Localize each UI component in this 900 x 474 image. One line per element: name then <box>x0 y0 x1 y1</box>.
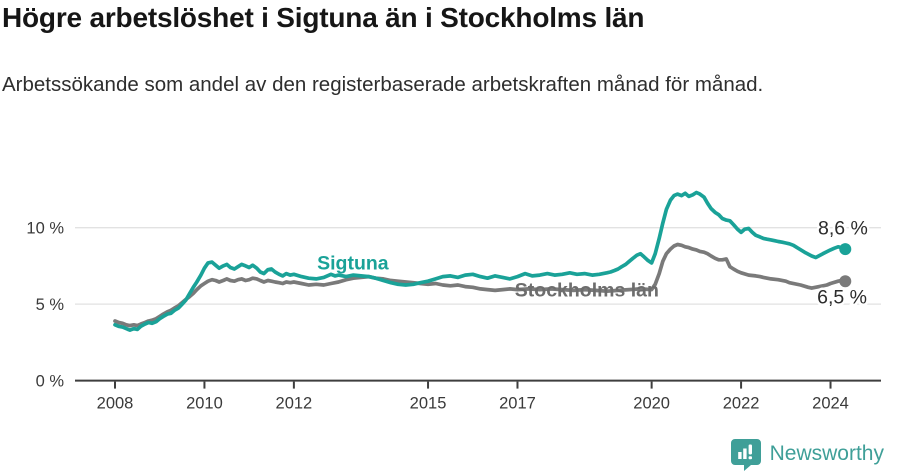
newsworthy-logo-text: Newsworthy <box>769 442 884 465</box>
bar-chart-speech-bubble-icon <box>730 439 761 471</box>
x-tick-label: 2008 <box>97 395 134 413</box>
x-tick-label: 2024 <box>812 395 849 413</box>
x-tick-label: 2012 <box>276 395 313 413</box>
series-line-stockholms-l-n <box>113 242 848 328</box>
y-tick-label: 10 % <box>26 220 64 238</box>
x-tick-label: 2022 <box>723 395 760 413</box>
x-tick-label: 2015 <box>410 395 447 413</box>
x-tick-label: 2017 <box>499 395 536 413</box>
series-end-dot-stockholms-l-n <box>839 275 852 288</box>
unemployment-line-chart: 0 % 5 % 10 % 2008 2010 2012 2015 2017 2020 2022 20… <box>26 190 881 413</box>
bar-2 <box>742 448 747 459</box>
exclamation-bar <box>748 444 752 455</box>
exclamation-dot <box>748 456 752 460</box>
bar-1 <box>737 452 742 459</box>
series-end-dot-sigtuna <box>839 243 852 256</box>
chart-title: Högre arbetslöshet i Sigtuna än i Stockh… <box>2 2 645 33</box>
chart-subtitle: Arbetssökande som andel av den registerb… <box>2 73 764 96</box>
end-value-label: 8,6 % <box>818 217 868 239</box>
series-label: Stockholms län <box>515 280 659 302</box>
x-tick-label: 2020 <box>633 395 670 413</box>
end-value-label: 6,5 % <box>817 287 867 309</box>
series-line-sigtuna <box>113 190 848 332</box>
x-tick-label: 2010 <box>186 395 223 413</box>
y-tick-label: 0 % <box>36 373 65 391</box>
y-tick-label: 5 % <box>36 296 65 314</box>
series-label: Sigtuna <box>317 252 389 274</box>
newsworthy-logo: Newsworthy <box>730 437 884 471</box>
